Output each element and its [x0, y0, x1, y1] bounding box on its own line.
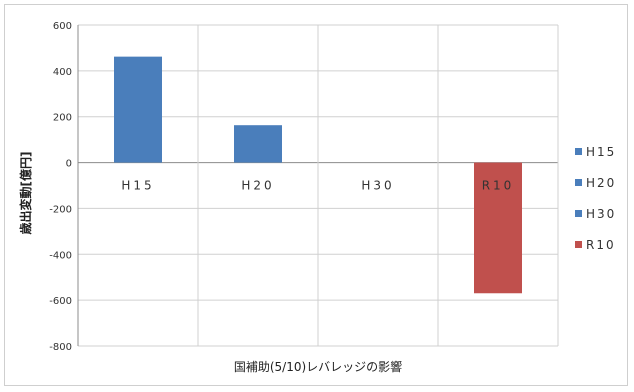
y-tick-label: -200	[49, 204, 72, 215]
legend-swatch	[575, 179, 582, 186]
y-tick-label: 200	[53, 113, 72, 124]
y-tick-label: 600	[53, 21, 72, 32]
x-axis-label: 国補助(5/10)レバレッジの影響	[234, 359, 402, 374]
legend-label: H30	[586, 207, 616, 221]
x-tick-label: R10	[482, 179, 515, 193]
y-tick-labels: -800 -600 -400 -200 0 200 400 600	[49, 21, 72, 353]
y-tick-label: -400	[49, 250, 72, 261]
y-tick-label: 0	[66, 159, 72, 170]
x-tick-label: H20	[241, 179, 274, 193]
legend-swatch	[575, 241, 582, 248]
legend-label: H15	[586, 145, 616, 159]
legend-label: H20	[586, 176, 616, 190]
bar-r10	[474, 162, 522, 294]
bars	[114, 56, 522, 294]
bar-h15	[114, 56, 162, 163]
x-tick-label: H30	[361, 179, 394, 193]
legend: H15 H20 H30 R10	[575, 145, 616, 252]
legend-swatch	[575, 148, 582, 155]
y-axis-label: 歳出変動[億円]	[18, 152, 33, 235]
chart-frame	[4, 4, 628, 386]
y-tick-label: 400	[53, 67, 72, 78]
x-tick-label: H15	[121, 179, 154, 193]
legend-swatch	[575, 210, 582, 217]
y-tick-label: -600	[49, 296, 72, 307]
y-tick-label: -800	[49, 342, 72, 353]
legend-label: R10	[586, 238, 616, 252]
bar-h20	[234, 125, 282, 163]
x-tick-labels: H15 H20 H30 R10	[121, 179, 515, 193]
